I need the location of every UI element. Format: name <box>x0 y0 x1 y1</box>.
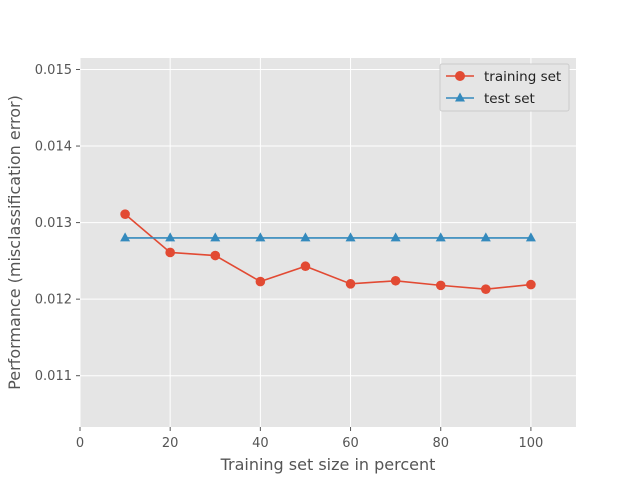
data-point <box>345 279 356 289</box>
data-point <box>480 232 491 242</box>
x-tick-label: 0 <box>76 436 84 451</box>
x-tick-label: 100 <box>518 436 543 451</box>
data-point <box>210 232 221 242</box>
data-point <box>390 275 401 286</box>
data-point <box>435 232 446 242</box>
series-line <box>124 213 531 291</box>
legend-training-label: training set <box>484 69 561 85</box>
data-point <box>481 284 491 294</box>
data-point <box>526 279 536 290</box>
data-point <box>525 232 536 242</box>
legend-test-marker <box>455 92 465 102</box>
series <box>120 209 536 294</box>
data-point <box>300 232 311 242</box>
y-tick-label: 0.014 <box>35 140 72 155</box>
x-tick-label: 20 <box>162 436 179 451</box>
legend-training-marker <box>455 71 465 81</box>
data-point <box>120 209 130 219</box>
data-point <box>345 232 356 242</box>
grid <box>79 58 576 427</box>
data-point <box>165 247 175 258</box>
data-point <box>210 250 221 261</box>
y-tick-label: 0.011 <box>35 369 72 384</box>
series-0 <box>120 209 536 294</box>
plot-area <box>80 58 576 427</box>
data-point <box>165 232 176 242</box>
x-tick-label: 40 <box>252 436 269 451</box>
legend: training set test set <box>439 63 570 112</box>
data-point <box>255 232 266 242</box>
y-tick-label: 0.012 <box>35 293 72 308</box>
data-point <box>390 232 401 242</box>
x-tick-label: 80 <box>432 436 449 451</box>
data-point <box>435 280 446 291</box>
x-axis-title: Training set size in percent <box>220 455 436 474</box>
series-1 <box>120 232 536 242</box>
y-tick-label: 0.015 <box>35 63 72 78</box>
y-axis-title: Performance (misclassification error) <box>5 95 24 390</box>
data-point <box>255 276 266 287</box>
data-point <box>300 261 311 272</box>
y-tick-label: 0.013 <box>35 216 72 231</box>
x-tick-label: 60 <box>342 436 359 451</box>
tick-labels: 0 20 40 60 80 100 0.011 0.012 0.013 0.014 0.015 <box>35 63 544 451</box>
legend-test-label: test set <box>484 91 535 107</box>
data-point <box>120 232 131 242</box>
